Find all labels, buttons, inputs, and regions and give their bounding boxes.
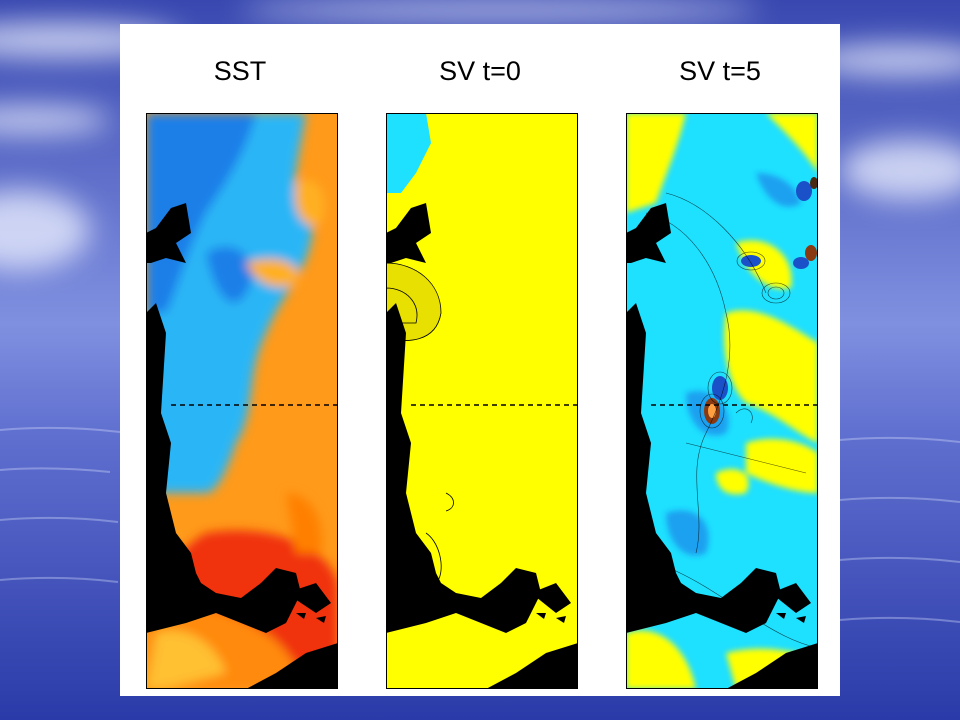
panel-title-sst: SST: [213, 56, 267, 86]
sst-map: [146, 113, 338, 689]
sv-t0-map: [386, 113, 578, 689]
figure-card: SST SV t=0 SV t=5: [120, 24, 840, 696]
panel-title-sv-t0: SV t=0: [439, 56, 521, 86]
panel-title-sv-t5: SV t=5: [679, 56, 761, 86]
sv-t5-map: [626, 113, 818, 689]
